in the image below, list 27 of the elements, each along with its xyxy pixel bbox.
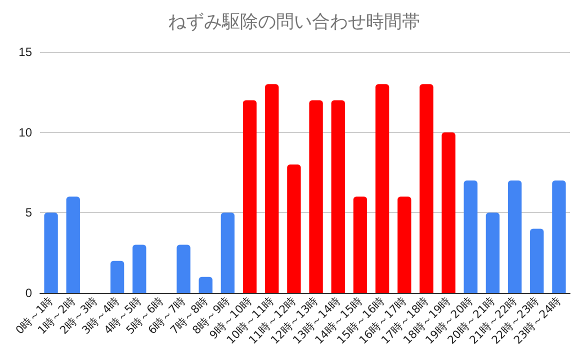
y-tick-label: 15 xyxy=(18,45,32,59)
y-tick-label: 0 xyxy=(25,286,32,300)
bar xyxy=(464,180,478,293)
bar xyxy=(353,196,368,293)
bar xyxy=(508,180,522,293)
bar xyxy=(176,244,190,293)
bar xyxy=(287,164,301,293)
bar xyxy=(552,180,566,293)
bar xyxy=(66,196,80,293)
bar xyxy=(220,212,235,293)
chart-title: ねずみ駆除の問い合わせ時間帯 xyxy=(168,12,420,32)
bar xyxy=(420,84,434,293)
bar xyxy=(442,132,456,293)
bar xyxy=(44,212,58,293)
bar xyxy=(375,84,390,293)
bar xyxy=(198,276,212,293)
bar xyxy=(110,260,124,293)
bar xyxy=(132,244,146,293)
y-tick-label: 5 xyxy=(25,206,32,220)
bar xyxy=(309,100,323,293)
bar xyxy=(331,100,345,293)
bar xyxy=(486,212,500,293)
bar xyxy=(398,196,412,293)
bar xyxy=(530,228,544,293)
y-tick-label: 10 xyxy=(18,125,32,140)
bar xyxy=(242,100,257,293)
bar xyxy=(265,84,279,293)
